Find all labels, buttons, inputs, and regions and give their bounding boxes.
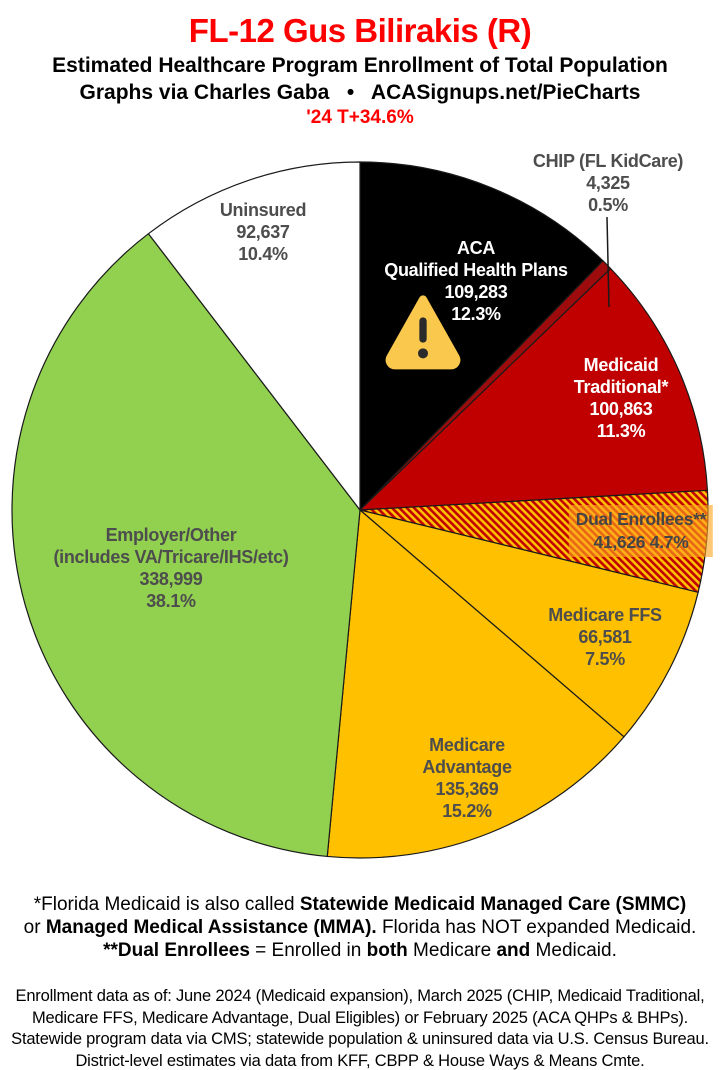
footnote-line: Medicare FFS, Medicare Advantage, Dual E… (31, 1008, 689, 1027)
pie-slices (11, 161, 709, 859)
page-title: FL-12 Gus Bilirakis (R) (188, 12, 532, 49)
footnote-line: Statewide program data via CMS; statewid… (11, 1030, 709, 1048)
slice-label-dual-enrollees: Dual Enrollees** 41,626 4.7% (568, 505, 714, 557)
footnote-line: **Dual Enrollees = Enrolled in both Medi… (103, 940, 617, 961)
pie-slice-uninsured (147, 161, 361, 512)
warning-icon (385, 295, 461, 370)
trend-annotation: '24 T+34.6% (306, 107, 414, 128)
footnote-medicaid: *Florida Medicaid is also called Statewi… (0, 893, 720, 962)
slice-label-medicare-advantage: Medicare Advantage 135,369 15.2% (422, 735, 512, 821)
slice-label-uninsured: Uninsured 92,637 10.4% (219, 200, 307, 264)
chip-leader-line (606, 216, 610, 308)
slice-label-aca-qhp: ACA Qualified Health Plans 109,283 12.3% (384, 238, 568, 324)
byline: Graphs via Charles Gaba • ACASignups.net… (79, 81, 641, 104)
pie-slice-medicaid-traditional (358, 267, 709, 511)
footnote-line: Enrollment data as of: June 2024 (Medica… (15, 987, 705, 1005)
slice-label-chip: CHIP (FL KidCare) 4,325 0.5% (532, 151, 684, 215)
pie-slice-medicare-advantage (326, 508, 625, 859)
pie-slice-aca-qhp (359, 161, 604, 512)
footnote-line: *Florida Medicaid is also called Statewi… (33, 894, 687, 915)
slice-label-medicaid-traditional: Medicaid Traditional* 100,863 11.3% (573, 355, 669, 441)
slice-label-medicare-ffs: Medicare FFS 66,581 7.5% (548, 605, 662, 669)
page-subtitle: Estimated Healthcare Program Enrollment … (52, 54, 668, 77)
footnote-sources: Enrollment data as of: June 2024 (Medica… (0, 986, 720, 1070)
pie-slice-medicare-ffs (359, 509, 699, 738)
slice-label-employer-other: Employer/Other (includes VA/Tricare/IHS/… (53, 525, 289, 611)
pie-slice-employer-other (11, 232, 361, 858)
footnote-line: or Managed Medical Assistance (MMA). Flo… (23, 917, 697, 938)
footnote-line: District-level estimates via data from K… (75, 1051, 645, 1070)
